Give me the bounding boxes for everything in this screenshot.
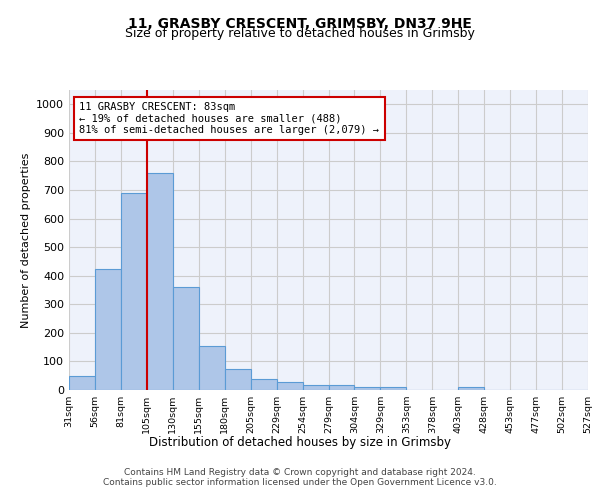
Bar bbox=[173, 287, 199, 390]
Text: Contains HM Land Registry data © Crown copyright and database right 2024.: Contains HM Land Registry data © Crown c… bbox=[124, 468, 476, 477]
Bar bbox=[95, 268, 121, 390]
Bar bbox=[121, 193, 147, 390]
Bar bbox=[225, 368, 251, 390]
Y-axis label: Number of detached properties: Number of detached properties bbox=[20, 152, 31, 328]
Bar bbox=[147, 173, 173, 390]
Bar bbox=[302, 385, 329, 390]
Bar bbox=[277, 382, 302, 390]
Bar bbox=[199, 346, 224, 390]
Text: Size of property relative to detached houses in Grimsby: Size of property relative to detached ho… bbox=[125, 28, 475, 40]
Text: 11, GRASBY CRESCENT, GRIMSBY, DN37 9HE: 11, GRASBY CRESCENT, GRIMSBY, DN37 9HE bbox=[128, 18, 472, 32]
Bar bbox=[69, 376, 95, 390]
Text: Contains public sector information licensed under the Open Government Licence v3: Contains public sector information licen… bbox=[103, 478, 497, 487]
Bar bbox=[380, 387, 406, 390]
Text: 11 GRASBY CRESCENT: 83sqm
← 19% of detached houses are smaller (488)
81% of semi: 11 GRASBY CRESCENT: 83sqm ← 19% of detac… bbox=[79, 102, 379, 135]
Bar bbox=[251, 378, 277, 390]
Bar bbox=[329, 385, 355, 390]
Bar bbox=[355, 387, 380, 390]
Text: Distribution of detached houses by size in Grimsby: Distribution of detached houses by size … bbox=[149, 436, 451, 449]
Bar bbox=[458, 387, 484, 390]
